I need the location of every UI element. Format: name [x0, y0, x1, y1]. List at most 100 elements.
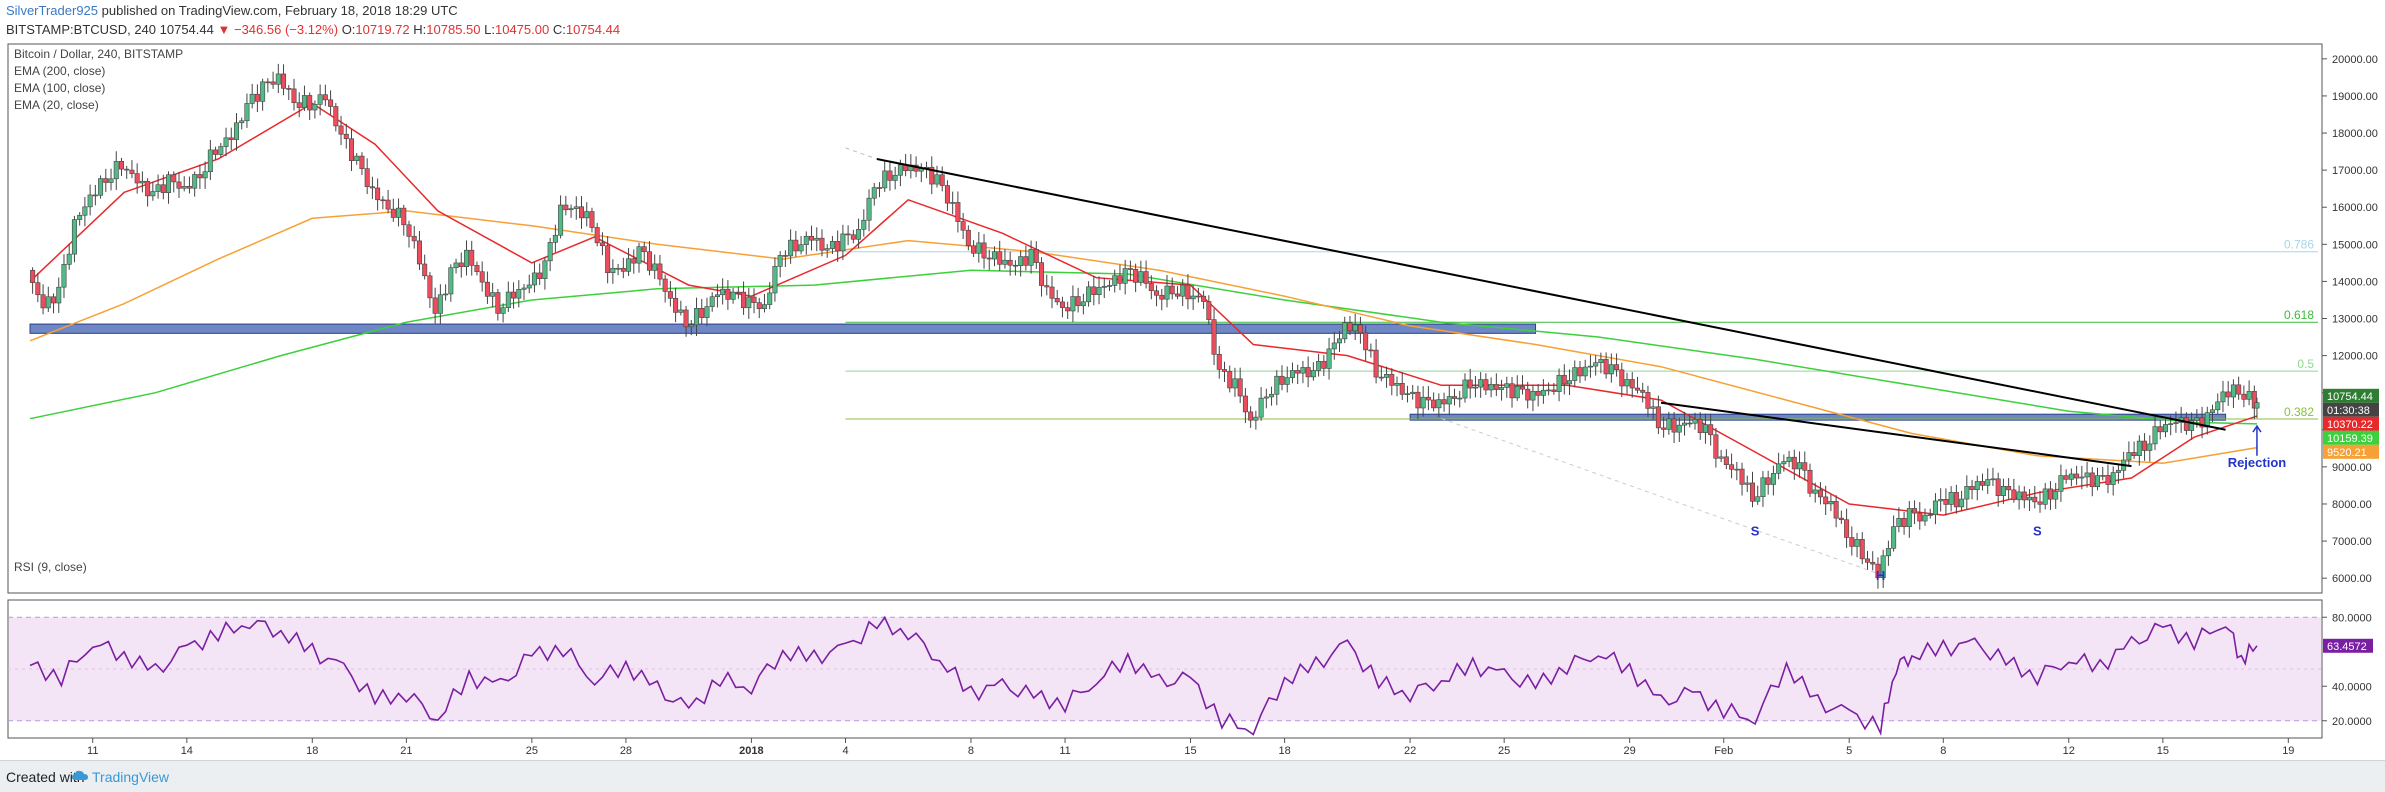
candle-body — [51, 296, 57, 304]
candle-body — [2254, 402, 2260, 409]
candle-body — [390, 208, 396, 218]
candle-body — [871, 187, 877, 199]
candle-body — [1969, 486, 1975, 490]
candle-body — [2016, 491, 2022, 501]
candle-body — [338, 125, 344, 135]
x-tick-label: 5 — [1846, 745, 1852, 757]
candle-body — [2131, 452, 2137, 457]
candle-body — [1018, 256, 1024, 267]
y-tick-label: 8000.00 — [2332, 499, 2372, 511]
x-tick-label: 22 — [1404, 745, 1416, 757]
candle-body — [1493, 384, 1499, 390]
candle-body — [1885, 548, 1891, 557]
candle-body — [254, 93, 260, 102]
candle-body — [401, 207, 407, 226]
candle-body — [1859, 539, 1865, 560]
candle-body — [1551, 389, 1557, 392]
candle-body — [312, 104, 318, 111]
candle-body — [495, 292, 501, 314]
candle-body — [558, 204, 564, 236]
candle-body — [531, 272, 537, 286]
candle-body — [1896, 518, 1902, 527]
candle-body — [270, 81, 276, 85]
candle-body — [856, 229, 862, 240]
candle-body — [1844, 519, 1850, 538]
fib-dashed-line — [1441, 418, 1881, 575]
candle-body — [861, 219, 867, 230]
candle-body — [124, 168, 130, 171]
candle-body — [1373, 349, 1379, 378]
price-tag — [2323, 388, 2379, 403]
candle-body — [772, 266, 778, 294]
candle-body — [767, 292, 773, 305]
candle-body — [516, 289, 522, 299]
candle-body — [1410, 391, 1416, 395]
chart-canvas[interactable]: 0.786 0.618 0.5 0.382 S H S Rejection 20000.00… — [0, 40, 2385, 760]
candle-body — [819, 237, 825, 251]
candle-body — [2115, 470, 2121, 473]
candle-body — [2168, 423, 2174, 426]
candle-body — [892, 174, 898, 181]
author-link[interactable]: SilverTrader925 — [6, 3, 99, 18]
candle-body — [369, 186, 375, 189]
candle-body — [427, 275, 433, 299]
candle-body — [181, 186, 187, 189]
candle-body — [1948, 492, 1954, 505]
rsi-panel — [8, 615, 2322, 736]
candle-body — [1483, 379, 1489, 391]
tradingview-link[interactable]: TradingView — [92, 769, 170, 785]
candle-body — [876, 187, 882, 189]
close-value: 10754.44 — [565, 22, 621, 37]
candle-body — [2241, 393, 2247, 400]
candle-body — [1530, 390, 1536, 401]
candle-body — [1028, 249, 1034, 266]
candle-body — [1546, 389, 1552, 392]
candle-body — [103, 178, 109, 183]
candle-body — [490, 292, 496, 297]
candle-body — [2189, 420, 2195, 431]
candle-body — [1300, 367, 1306, 374]
x-tick-label: 14 — [181, 745, 193, 757]
x-tick-label: 15 — [2157, 745, 2169, 757]
candle-body — [71, 219, 77, 255]
candle-body — [584, 211, 590, 219]
candle-body — [2173, 422, 2179, 425]
candle-body — [160, 184, 166, 193]
candle-body — [1446, 396, 1452, 405]
y-tick-label: 12000.00 — [2332, 351, 2378, 363]
candle-body — [385, 199, 391, 210]
rsi-value-label: 63.4572 — [2327, 641, 2367, 653]
candle-body — [1269, 393, 1275, 398]
legend-title: Bitcoin / Dollar, 240, BITSTAMP — [14, 47, 184, 61]
candle-body — [1655, 406, 1661, 429]
candle-body — [1080, 301, 1086, 307]
candle-body — [720, 288, 726, 296]
candle-body — [850, 234, 856, 240]
candle-body — [809, 235, 815, 241]
candle-body — [1431, 399, 1437, 409]
legend-ema200: EMA (200, close) — [14, 64, 106, 78]
candle-body — [1990, 478, 1996, 481]
candle-body — [343, 133, 349, 140]
candle-body — [307, 95, 313, 111]
candle-body — [1049, 286, 1055, 299]
created-with-text: Created with — [6, 769, 85, 785]
candle-body — [1059, 301, 1065, 308]
candle-body — [1033, 249, 1039, 263]
candle-body — [1457, 397, 1463, 400]
candle-body — [1378, 376, 1384, 379]
candle-body — [657, 263, 663, 280]
candle-body — [197, 174, 203, 179]
candle-body — [897, 164, 903, 176]
ema200-line — [29, 269, 2258, 425]
candle-body — [1598, 359, 1604, 363]
candle-body — [1075, 296, 1081, 307]
footer-bar: Created with TradingView — [0, 760, 2385, 792]
low-value: 10475.00 — [494, 22, 550, 37]
candle-body — [1488, 384, 1494, 391]
candle-body — [683, 309, 689, 328]
publish-info: published on TradingView.com, February 1… — [101, 3, 458, 18]
candle-body — [1357, 324, 1363, 334]
candle-body — [1833, 501, 1839, 519]
candle-body — [1504, 383, 1510, 388]
